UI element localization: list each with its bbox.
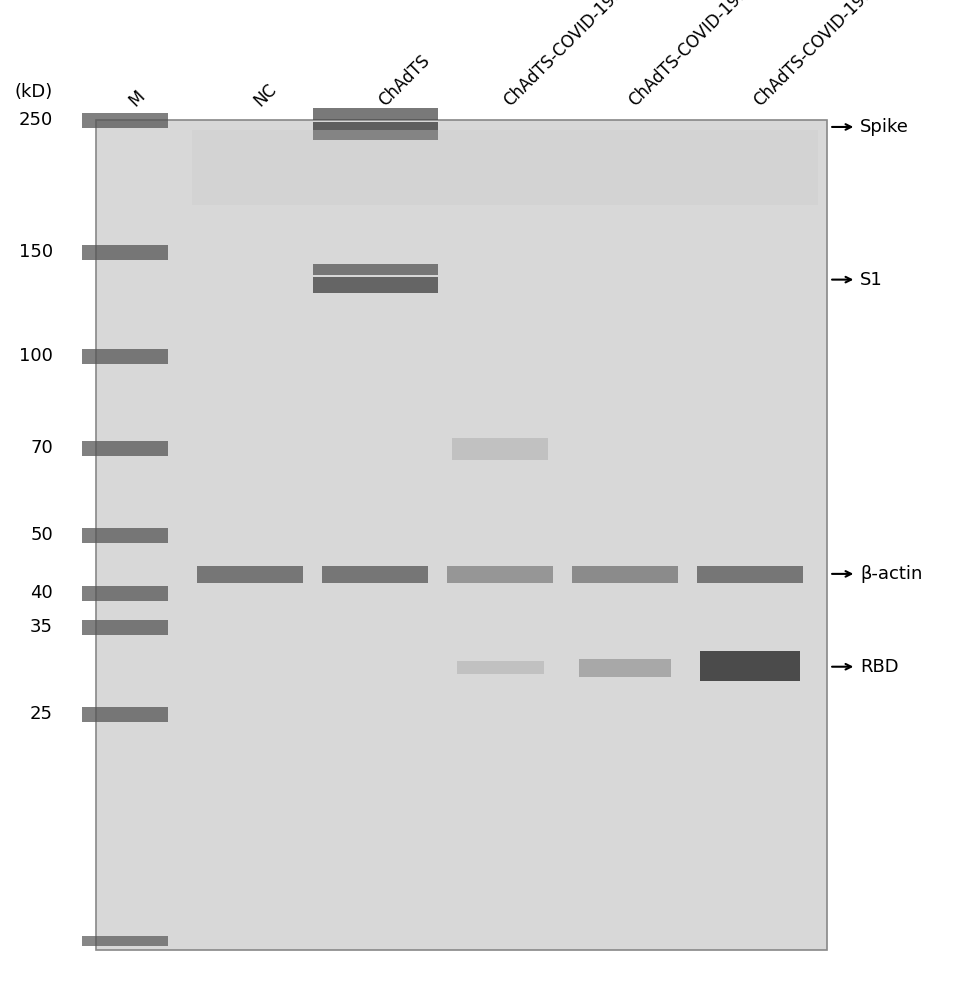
FancyBboxPatch shape — [697, 566, 802, 583]
FancyBboxPatch shape — [312, 108, 437, 120]
Text: 35: 35 — [30, 618, 53, 636]
Text: S1: S1 — [859, 271, 882, 289]
Text: M: M — [125, 87, 148, 110]
FancyBboxPatch shape — [96, 120, 826, 950]
FancyBboxPatch shape — [82, 113, 168, 128]
FancyBboxPatch shape — [82, 349, 168, 364]
FancyBboxPatch shape — [82, 528, 168, 543]
FancyBboxPatch shape — [579, 659, 671, 677]
Text: (kD): (kD) — [14, 83, 53, 101]
FancyBboxPatch shape — [82, 620, 168, 635]
FancyBboxPatch shape — [447, 566, 553, 583]
Text: 70: 70 — [30, 439, 53, 457]
FancyBboxPatch shape — [322, 566, 428, 583]
FancyBboxPatch shape — [82, 245, 168, 260]
Text: 25: 25 — [30, 705, 53, 723]
Text: 50: 50 — [30, 526, 53, 544]
Text: NC: NC — [250, 80, 280, 110]
Text: ChAdTS: ChAdTS — [375, 52, 433, 110]
Text: 100: 100 — [19, 347, 53, 365]
FancyBboxPatch shape — [572, 566, 678, 583]
FancyBboxPatch shape — [82, 586, 168, 601]
FancyBboxPatch shape — [82, 707, 168, 722]
Text: 250: 250 — [18, 111, 53, 129]
Text: ChAdTS-COVID-19RBDs: ChAdTS-COVID-19RBDs — [750, 0, 900, 110]
Text: β-actin: β-actin — [859, 565, 922, 583]
FancyBboxPatch shape — [312, 277, 437, 293]
FancyBboxPatch shape — [312, 122, 437, 140]
FancyBboxPatch shape — [82, 936, 168, 946]
FancyBboxPatch shape — [197, 566, 303, 583]
Text: RBD: RBD — [859, 658, 898, 676]
FancyBboxPatch shape — [312, 264, 437, 275]
FancyBboxPatch shape — [82, 441, 168, 456]
Text: Spike: Spike — [859, 118, 908, 136]
FancyBboxPatch shape — [192, 130, 817, 205]
FancyBboxPatch shape — [700, 651, 800, 681]
Text: ChAdTS-COVID-19S: ChAdTS-COVID-19S — [500, 0, 627, 110]
Text: 40: 40 — [30, 584, 53, 602]
FancyBboxPatch shape — [456, 661, 543, 674]
Text: ChAdTS-COVID-19RBD: ChAdTS-COVID-19RBD — [625, 0, 769, 110]
Text: 150: 150 — [19, 243, 53, 261]
FancyBboxPatch shape — [452, 438, 548, 460]
